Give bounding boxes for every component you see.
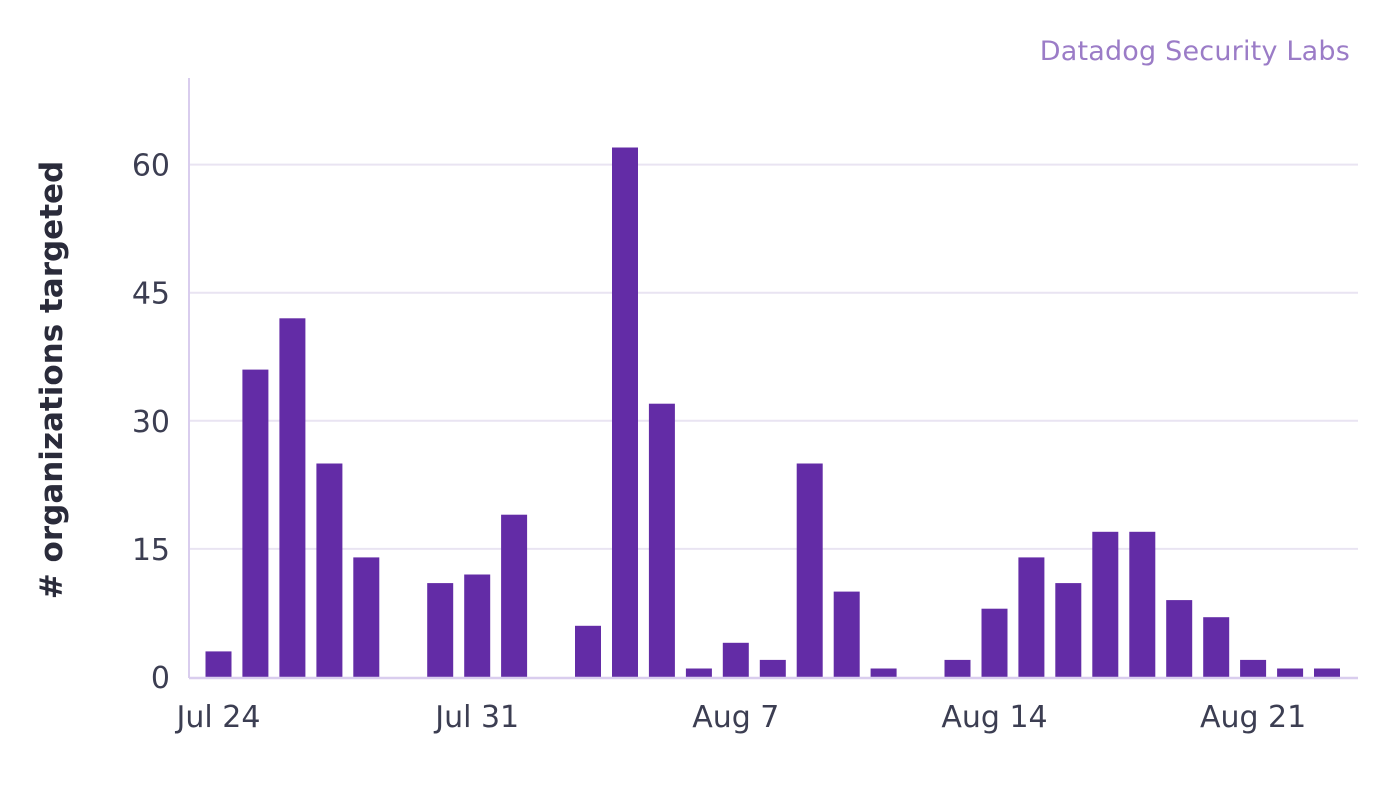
bar xyxy=(1018,557,1045,677)
bar xyxy=(722,642,749,677)
x-tick-label: Jul 24 xyxy=(175,700,261,735)
bar xyxy=(501,514,528,677)
bar xyxy=(870,668,897,677)
y-tick-label: 0 xyxy=(151,661,170,696)
tick-labels: 0 15 30 45 60 Jul 24 Jul 31 Aug 7 Aug 14 Aug 21 xyxy=(132,149,1306,735)
bar xyxy=(1240,659,1267,677)
bar xyxy=(242,369,269,677)
x-tick-label: Aug 21 xyxy=(1200,700,1306,735)
bar xyxy=(796,463,823,677)
bar xyxy=(1092,531,1119,677)
bar xyxy=(1129,531,1156,677)
bar xyxy=(612,147,638,677)
bar xyxy=(833,591,860,677)
bar xyxy=(1166,600,1193,677)
bars xyxy=(205,147,1340,677)
axes xyxy=(188,78,1358,680)
bar xyxy=(427,583,454,677)
x-tick-label: Aug 14 xyxy=(941,700,1047,735)
bar xyxy=(1277,668,1304,677)
bar xyxy=(316,463,343,677)
bar xyxy=(648,403,675,677)
y-tick-label: 30 xyxy=(132,405,170,440)
x-tick-label: Jul 31 xyxy=(433,700,519,735)
x-tick-label: Aug 7 xyxy=(692,700,779,735)
y-tick-label: 60 xyxy=(132,149,170,184)
bar xyxy=(981,608,1008,677)
bar xyxy=(464,574,491,677)
bar xyxy=(205,651,232,677)
bar xyxy=(1203,617,1230,677)
bar xyxy=(1055,583,1082,677)
bar xyxy=(944,659,971,677)
y-tick-label: 45 xyxy=(132,277,170,312)
watermark-text: Datadog Security Labs xyxy=(1039,36,1350,67)
y-tick-label: 15 xyxy=(132,533,170,568)
y-axis-label: # organizations targeted xyxy=(34,161,70,599)
bar xyxy=(279,318,306,677)
bar xyxy=(575,625,601,677)
bar xyxy=(1314,668,1340,677)
gridlines xyxy=(189,163,1358,550)
bar xyxy=(685,668,712,677)
bar xyxy=(353,557,380,677)
bar xyxy=(759,659,786,677)
